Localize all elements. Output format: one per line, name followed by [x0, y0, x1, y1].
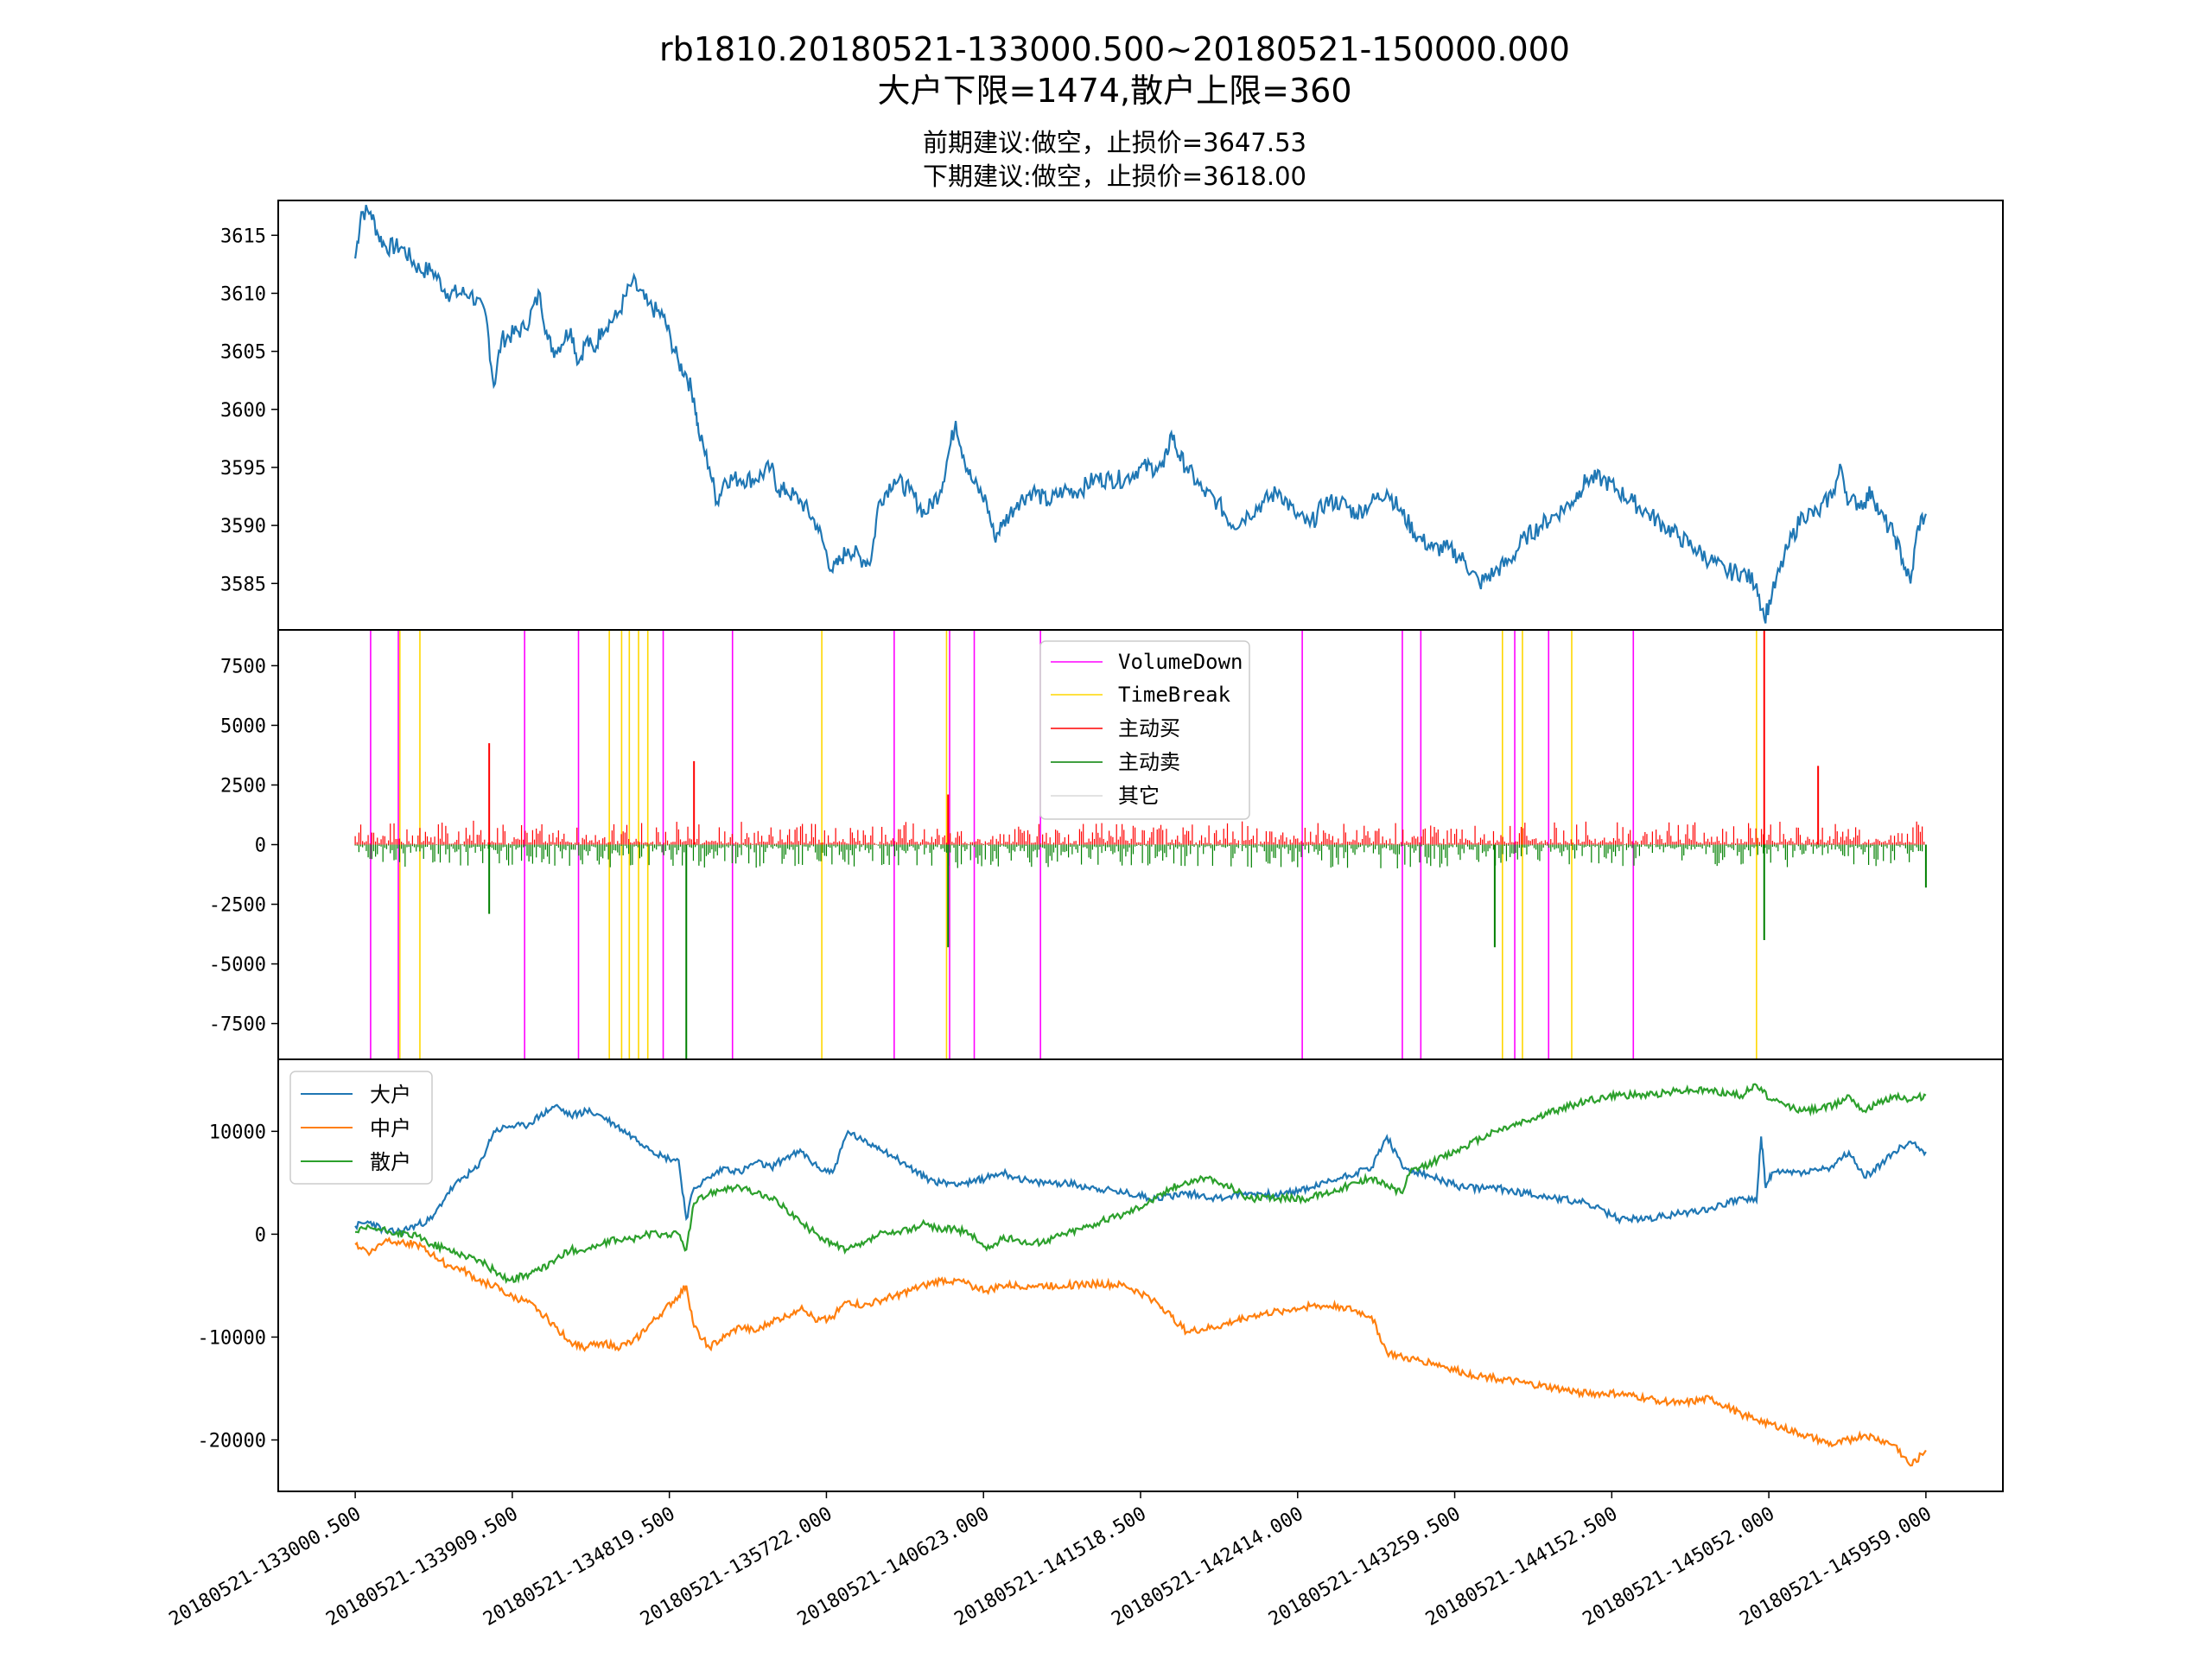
participants-y-tick-label: -10000 — [198, 1327, 266, 1349]
participants-y-tick-label: -20000 — [198, 1430, 266, 1452]
price-line — [354, 204, 1927, 624]
volume-y-tick-label: -5000 — [209, 955, 266, 976]
legend-label-other: 其它 — [1118, 784, 1160, 808]
participants-panel: -20000 -10000 0 10000 大户 中户 散户 — [198, 1058, 2004, 1492]
volume-y-tick-label: 7500 — [220, 656, 266, 677]
price-y-tick-label: 3595 — [220, 458, 266, 480]
price-y-tick-label: 3610 — [220, 283, 266, 305]
participants-legend: 大户 中户 散户 — [289, 1071, 433, 1185]
participants-legend-box — [289, 1071, 433, 1185]
participants-y-axis: -20000 -10000 0 10000 — [198, 1122, 278, 1452]
price-panel: 3585 3590 3595 3600 3605 3610 3615 — [220, 200, 2004, 631]
volume-y-tick-label: 5000 — [220, 715, 266, 737]
advice-next: 下期建议:做空，止损价=3618.00 — [923, 162, 1306, 191]
chart-subtitle: 大户下限=1474,散户上限=360 — [878, 72, 1352, 110]
legend-label-active-buy: 主动买 — [1118, 716, 1180, 741]
advice-previous: 前期建议:做空，止损价=3647.53 — [923, 128, 1306, 157]
series-line-big — [354, 1103, 1927, 1236]
legend-label-big: 大户 — [370, 1083, 411, 1107]
price-y-tick-label: 3590 — [220, 516, 266, 537]
price-y-tick-label: 3600 — [220, 400, 266, 422]
participants-panel-frame — [277, 1058, 2004, 1492]
volume-panel: -7500 -5000 -2500 0 2500 5000 7500 VolumeDown … — [209, 629, 2004, 1060]
participants-y-tick-label: 0 — [255, 1224, 266, 1246]
price-y-axis: 3585 3590 3595 3600 3605 3610 3615 — [220, 226, 278, 595]
legend-label-small: 散户 — [370, 1150, 411, 1174]
legend-label-mid: 中户 — [370, 1116, 411, 1141]
volume-y-tick-label: -2500 — [209, 895, 266, 917]
participants-y-tick-label: 10000 — [209, 1122, 266, 1143]
price-panel-frame — [277, 200, 2004, 631]
legend-label-active-sell: 主动卖 — [1118, 750, 1180, 774]
legend-label-volumedown: VolumeDown — [1118, 650, 1243, 674]
price-y-tick-label: 3585 — [220, 574, 266, 595]
volume-y-tick-label: -7500 — [209, 1014, 266, 1036]
volume-y-tick-label: 2500 — [220, 775, 266, 797]
price-y-tick-label: 3605 — [220, 342, 266, 364]
chart-title: rb1810.20180521-133000.500~20180521-1500… — [659, 30, 1570, 68]
series-line-mid — [354, 1236, 1927, 1467]
price-y-tick-label: 3615 — [220, 226, 266, 247]
volume-y-axis: -7500 -5000 -2500 0 2500 5000 7500 — [209, 656, 278, 1036]
volume-bars — [354, 630, 1927, 1059]
volume-y-tick-label: 0 — [255, 836, 266, 857]
legend-label-timebreak: TimeBreak — [1118, 683, 1231, 707]
time-x-axis: 20180521-133000.50020180521-133909.50020… — [166, 1491, 1936, 1630]
volume-legend-box — [1039, 640, 1250, 820]
series-line-small — [354, 1083, 1927, 1285]
volume-legend: VolumeDown TimeBreak 主动买 主动卖 其它 — [1039, 640, 1250, 820]
